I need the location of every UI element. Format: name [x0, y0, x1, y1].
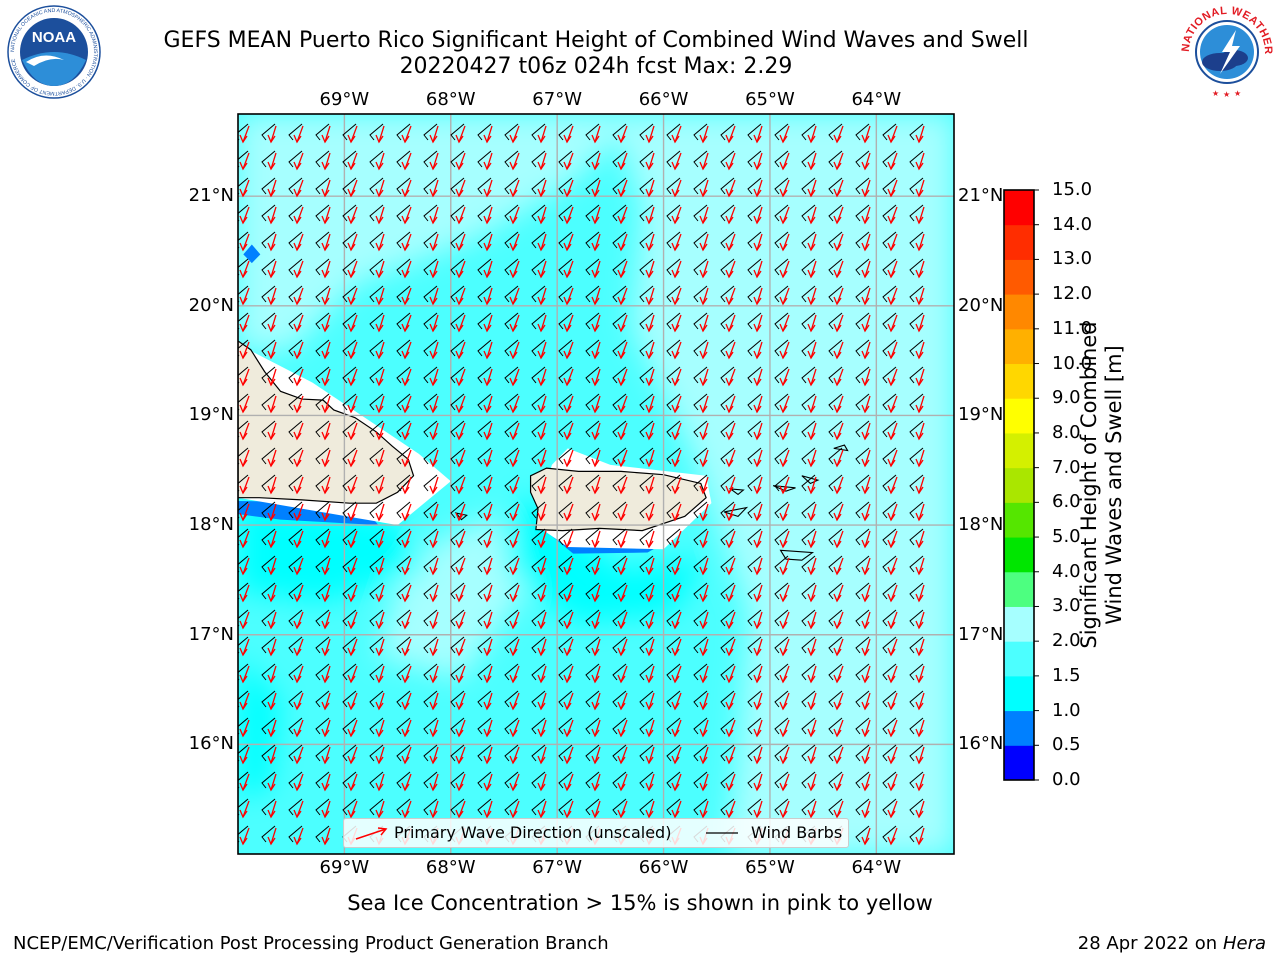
lon-tick-label: 68°W [425, 857, 476, 878]
colorbar-label-line1: Significant Height of Combined [1077, 321, 1101, 649]
shoal-spot [243, 244, 261, 264]
lat-tick-label: 16°N [188, 733, 234, 755]
colorbar-segment [1004, 467, 1034, 503]
footer-host: Hera [1222, 933, 1266, 954]
lon-tick-label: 64°W [851, 89, 902, 110]
colorbar-segment [1004, 363, 1034, 399]
legend-wave-arrow-icon [355, 827, 388, 840]
colorbar-segment [1004, 606, 1034, 642]
colorbar-segment [1004, 710, 1034, 746]
colorbar-segment [1004, 294, 1034, 330]
colorbar-tick-label: 5.0 [1052, 526, 1081, 548]
lat-tick-label: 17°N [958, 623, 1004, 645]
lat-tick-label: 18°N [958, 514, 1004, 536]
noaa-logo-text: NOAA [32, 29, 76, 46]
wind-barbs [238, 123, 924, 843]
lat-tick-label: 20°N [188, 294, 234, 316]
colorbar-tick-label: 1.0 [1052, 699, 1081, 721]
legend-label-wind-barbs: Wind Barbs [751, 823, 843, 842]
colorbar-tick-label: 13.0 [1052, 248, 1093, 270]
colorbar-tick-label: 1.5 [1052, 664, 1081, 686]
colorbar-segment [1004, 641, 1034, 677]
star-icon: ★ ★ ★ [1212, 89, 1241, 99]
lat-tick-label: 17°N [188, 623, 234, 645]
nws-logo: NATIONAL WEATHER SERVICE ★★★ [1176, 2, 1274, 99]
colorbar-tick-label: 14.0 [1052, 213, 1093, 235]
lat-tick-label: 20°N [958, 294, 1004, 316]
noaa-logo: NOAA NATIONAL OCEANIC AND ATMOSPHERIC AD… [7, 5, 101, 99]
legend-label-wave-direction: Primary Wave Direction (unscaled) [394, 823, 672, 842]
lon-tick-label: 68°W [425, 89, 476, 110]
colorbar [1003, 189, 1039, 781]
lat-tick-label: 19°N [958, 404, 1004, 426]
colorbar-tick-label: 4.0 [1052, 560, 1081, 582]
colorbar-segment [1004, 502, 1034, 538]
colorbar-label-line2: Wind Waves and Swell [m] [1102, 345, 1126, 625]
colorbar-segment [1004, 190, 1034, 226]
lon-tick-label: 67°W [532, 89, 582, 110]
lat-tick-label: 18°N [188, 514, 234, 536]
colorbar-tick-label: 2.0 [1052, 630, 1081, 652]
sea-ice-note: Sea Ice Concentration > 15% is shown in … [347, 891, 933, 915]
colorbar-segment [1004, 537, 1034, 573]
colorbar-segment [1004, 432, 1034, 469]
map-legend: Primary Wave Direction (unscaled) Wind B… [343, 818, 849, 848]
lat-tick-label: 19°N [188, 404, 234, 426]
colorbar-tick-label: 6.0 [1052, 491, 1081, 513]
colorbar-segment [1004, 745, 1034, 781]
land-hispaniola [238, 340, 415, 504]
lon-tick-label: 65°W [745, 857, 795, 878]
island-outline [772, 485, 796, 492]
lon-tick-label: 67°W [532, 857, 582, 878]
colorbar-segment [1004, 675, 1034, 712]
colorbar-tick-label: 0.5 [1052, 734, 1081, 756]
colorbar-tick-label: 11.0 [1052, 317, 1093, 339]
colorbar-segment [1004, 224, 1034, 260]
lon-tick-label: 65°W [745, 89, 795, 110]
lat-tick-label: 21°N [958, 185, 1004, 207]
legend-wind-barb-icon [706, 832, 738, 834]
colorbar-tick-label: 10.0 [1052, 352, 1093, 374]
colorbar-tick-label: 3.0 [1052, 595, 1081, 617]
svg-text:★: ★ [1223, 90, 1230, 99]
colorbar-tick-label: 12.0 [1052, 283, 1093, 305]
colorbar-tick-label: 15.0 [1052, 179, 1093, 200]
lon-tick-label: 64°W [851, 857, 902, 878]
colorbar-segment [1004, 571, 1034, 607]
colorbar-tick-label: 7.0 [1052, 456, 1081, 478]
footer-date: 28 Apr 2022 on Hera [1078, 933, 1266, 954]
svg-text:★: ★ [1212, 89, 1219, 98]
colorbar-segment [1004, 328, 1034, 365]
lon-tick-label: 69°W [319, 857, 370, 878]
lon-tick-label: 69°W [319, 89, 370, 110]
colorbar-segment [1004, 398, 1034, 434]
colorbar-segment [1004, 259, 1034, 295]
colorbar-tick-label: 0.0 [1052, 769, 1081, 790]
land-puerto-rico [529, 467, 707, 532]
svg-text:★: ★ [1234, 89, 1241, 98]
plot-frame [237, 113, 955, 855]
lon-tick-label: 66°W [638, 857, 689, 878]
island-outline [779, 549, 815, 561]
colorbar-tick-label: 9.0 [1052, 387, 1081, 409]
colorbar-tick-label: 8.0 [1052, 421, 1081, 443]
island-outline [728, 488, 745, 496]
lat-tick-label: 21°N [188, 185, 234, 207]
lat-tick-label: 16°N [958, 733, 1004, 755]
footer-producer: NCEP/EMC/Verification Post Processing Pr… [13, 933, 609, 954]
lon-tick-label: 66°W [638, 89, 689, 110]
chart-title: GEFS MEAN Puerto Rico Significant Height… [163, 28, 1029, 53]
chart-subtitle: 20220427 t06z 024h fcst Max: 2.29 [399, 54, 793, 79]
footer-date-text: 28 Apr 2022 on [1077, 933, 1218, 954]
